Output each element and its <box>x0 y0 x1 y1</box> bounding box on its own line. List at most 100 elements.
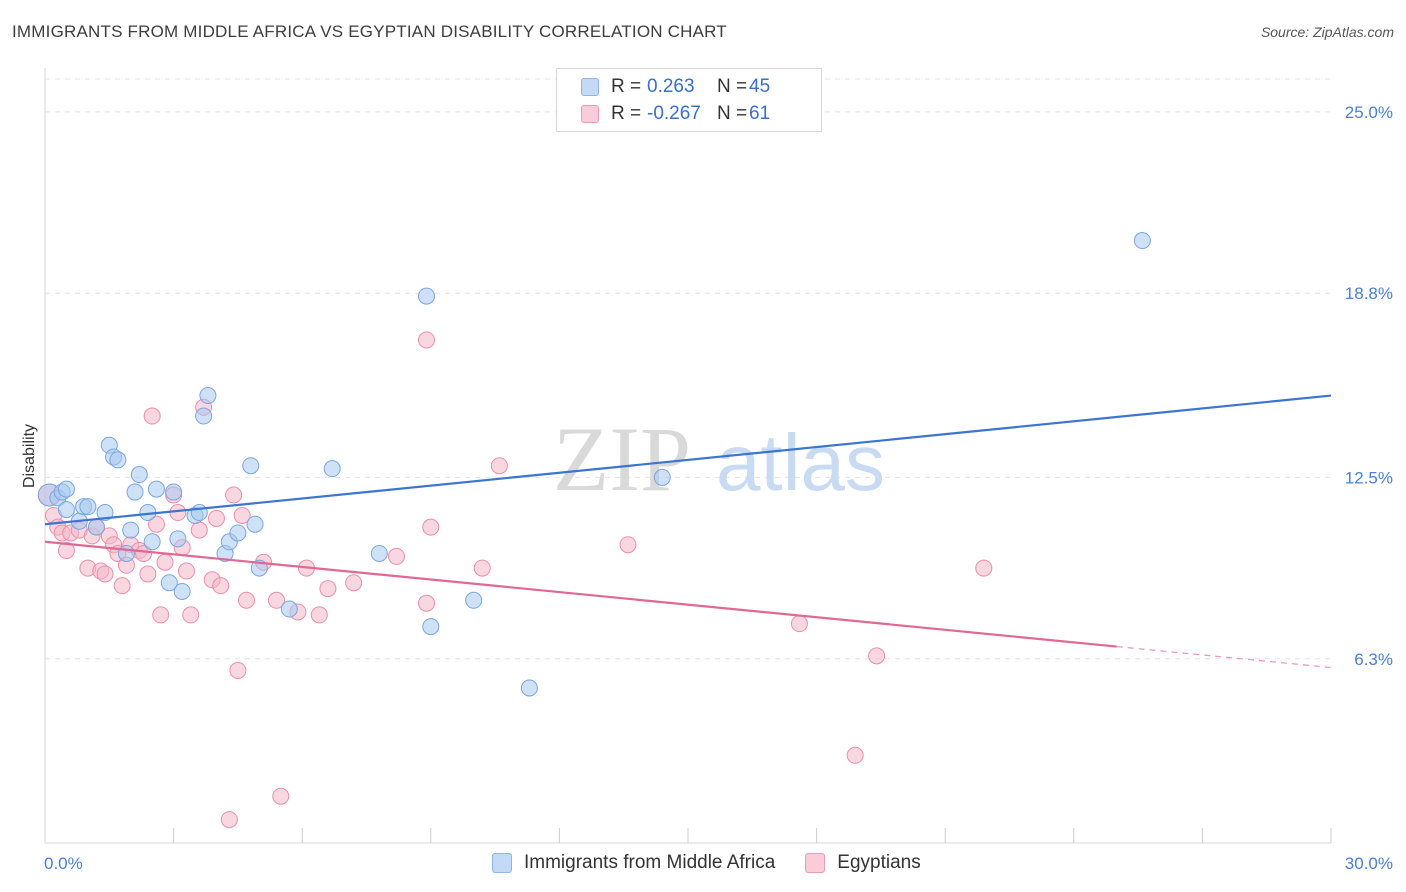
data-point-middle-africa <box>96 504 114 522</box>
legend-item-middle-africa: Immigrants from Middle Africa <box>492 852 775 874</box>
data-point-middle-africa <box>173 582 191 600</box>
watermark-zip: ZIP <box>553 408 691 510</box>
trend-lines <box>44 394 1332 669</box>
data-point-egyptians <box>473 559 491 577</box>
watermark: ZIP atlas <box>553 408 885 510</box>
data-point-middle-africa <box>126 483 144 501</box>
legend-swatch-egyptians <box>805 853 826 873</box>
data-point-egyptians <box>212 577 230 595</box>
data-point-egyptians <box>846 746 864 764</box>
legend-n-label: N = <box>717 103 748 124</box>
data-point-egyptians <box>267 591 285 609</box>
y-axis-tick-labels: 6.3% 12.5% 18.8% 25.0% <box>1345 103 1393 669</box>
data-point-egyptians <box>229 661 247 679</box>
data-point-egyptians <box>272 787 290 805</box>
data-point-middle-africa <box>199 387 217 405</box>
y-tick-label: 12.5% <box>1345 468 1393 487</box>
data-point-egyptians <box>143 407 161 425</box>
data-point-egyptians <box>152 606 170 624</box>
data-point-egyptians <box>113 577 131 595</box>
legend-r-value: 0.263 <box>647 76 695 97</box>
data-point-middle-africa <box>246 515 264 533</box>
chart-title: IMMIGRANTS FROM MIDDLE AFRICA VS EGYPTIA… <box>12 22 727 41</box>
data-point-egyptians <box>156 553 174 571</box>
data-point-egyptians <box>418 331 436 349</box>
data-point-middle-africa <box>242 457 260 475</box>
data-point-middle-africa <box>370 544 388 562</box>
data-point-middle-africa <box>147 480 165 498</box>
data-point-middle-africa <box>169 530 187 548</box>
data-point-egyptians <box>490 457 508 475</box>
legend-n-label: N = <box>717 76 748 97</box>
data-point-middle-africa <box>280 600 298 618</box>
data-point-egyptians <box>220 811 238 829</box>
data-point-egyptians <box>790 615 808 633</box>
series-middle-africa-points <box>37 232 1151 697</box>
data-point-middle-africa <box>109 451 127 469</box>
data-point-egyptians <box>319 580 337 598</box>
data-point-middle-africa <box>130 466 148 484</box>
legend-swatch-middle-africa <box>492 853 512 873</box>
data-point-egyptians <box>177 562 195 580</box>
data-point-middle-africa <box>79 498 97 516</box>
legend-swatch-egyptians <box>581 105 599 123</box>
data-point-middle-africa <box>117 544 135 562</box>
legend-n-value: 45 <box>749 76 771 97</box>
data-point-middle-africa <box>195 407 213 425</box>
legend-row-middle-africa: R = 0.263 N = 45 <box>581 74 770 100</box>
data-point-middle-africa <box>165 483 183 501</box>
legend-item-egyptians: Egyptians <box>805 852 921 874</box>
legend-swatch-middle-africa <box>581 78 599 96</box>
x-tick-label: 30.0% <box>1345 854 1393 873</box>
series-egyptians-points <box>37 331 993 829</box>
data-point-middle-africa <box>323 460 341 478</box>
x-axis-tick-labels: 0.0% 30.0% <box>44 854 1393 873</box>
data-point-egyptians <box>225 486 243 504</box>
data-point-egyptians <box>207 509 225 527</box>
data-point-middle-africa <box>465 591 483 609</box>
data-point-middle-africa <box>87 518 105 536</box>
grid-lines <box>45 78 1331 660</box>
data-point-middle-africa <box>422 618 440 636</box>
x-axis-ticks <box>173 828 1332 843</box>
data-point-middle-africa <box>229 524 247 542</box>
data-point-egyptians <box>975 559 993 577</box>
data-point-middle-africa <box>520 679 538 697</box>
data-point-middle-africa <box>418 287 436 305</box>
trend-line-middle-africa <box>44 394 1332 526</box>
data-point-egyptians <box>310 606 328 624</box>
data-point-egyptians <box>57 542 75 560</box>
watermark-atlas: atlas <box>716 418 885 507</box>
legend-n-value: 61 <box>749 103 771 124</box>
data-point-middle-africa <box>57 501 75 519</box>
data-point-middle-africa <box>653 468 671 486</box>
data-point-egyptians <box>388 547 406 565</box>
y-axis-label: Disability <box>21 424 38 488</box>
data-point-egyptians <box>422 518 440 536</box>
data-point-egyptians <box>96 565 114 583</box>
data-point-middle-africa <box>1133 232 1151 250</box>
legend-r-label: R = <box>611 103 642 124</box>
chart-source: Source: ZipAtlas.com <box>1260 24 1394 40</box>
legend-label-middle-africa: Immigrants from Middle Africa <box>524 852 776 873</box>
series-legend: Immigrants from Middle Africa Egyptians <box>492 852 951 874</box>
legend-r-label: R = <box>611 76 642 97</box>
trend-line-egyptians-extension <box>1116 645 1332 669</box>
data-point-egyptians <box>233 506 251 524</box>
data-point-egyptians <box>135 544 153 562</box>
data-point-egyptians <box>182 606 200 624</box>
trend-line-egyptians <box>44 540 1117 648</box>
data-point-egyptians <box>147 515 165 533</box>
data-point-egyptians <box>190 521 208 539</box>
y-tick-label: 25.0% <box>1345 103 1393 122</box>
data-point-middle-africa <box>143 533 161 551</box>
legend-r-value: -0.267 <box>647 103 701 124</box>
data-point-middle-africa <box>57 480 75 498</box>
legend-label-egyptians: Egyptians <box>837 852 921 873</box>
data-point-egyptians <box>619 536 637 554</box>
data-point-egyptians <box>237 591 255 609</box>
data-point-middle-africa <box>160 574 178 592</box>
data-point-egyptians <box>868 647 886 665</box>
data-point-middle-africa <box>190 504 208 522</box>
